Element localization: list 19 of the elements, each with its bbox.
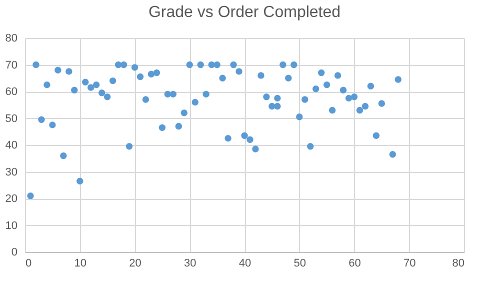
y-tick-label: 0 — [11, 246, 18, 258]
x-tick-label: 30 — [184, 258, 196, 270]
chart-title: Grade vs Order Completed — [148, 4, 341, 21]
y-tick-label: 10 — [5, 220, 18, 232]
y-tick-label: 70 — [5, 59, 18, 72]
y-tick-label: 60 — [5, 86, 18, 98]
x-tick-label: 60 — [348, 258, 361, 270]
x-tick-label: 0 — [26, 258, 32, 270]
y-tick-label: 20 — [5, 193, 18, 205]
x-tick-label: 70 — [404, 258, 416, 270]
x-tick-label: 50 — [294, 258, 306, 270]
x-tick-label: 10 — [74, 258, 86, 270]
y-tick-label: 40 — [5, 140, 18, 152]
y-tick-label: 50 — [5, 112, 18, 125]
y-tick-label: 80 — [5, 32, 18, 44]
x-tick-label: 40 — [238, 258, 252, 270]
y-tick-label: 30 — [5, 166, 18, 178]
x-tick-label: 20 — [129, 258, 142, 270]
x-tick-label: 80 — [452, 258, 464, 270]
